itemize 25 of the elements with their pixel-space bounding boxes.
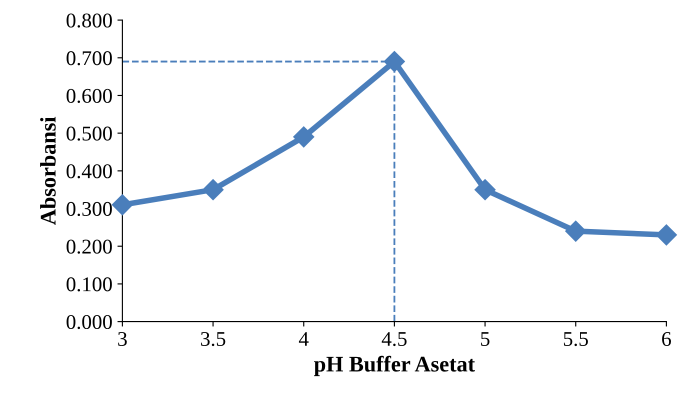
x-tick-label: 3.5	[201, 332, 226, 346]
y-tick-label: 0.600	[66, 88, 112, 103]
x-tick-label: 3	[118, 332, 127, 346]
y-tick-label: 0.300	[66, 202, 112, 216]
y-tick-label: 0.400	[66, 164, 112, 178]
point	[565, 220, 586, 242]
point	[656, 224, 677, 246]
y-tick-label: 0.800	[66, 13, 112, 28]
point	[112, 194, 133, 216]
point	[293, 126, 314, 148]
x-tick-label: 5	[481, 332, 490, 346]
point	[384, 51, 405, 72]
x-tick-label: 6	[662, 332, 671, 346]
y-tick-label: 0.100	[66, 277, 112, 292]
y-tick-label: 0.000	[66, 314, 112, 330]
y-tick-label: 0.700	[66, 51, 112, 66]
point	[202, 179, 224, 200]
y-tick-label: 0.500	[66, 126, 112, 141]
x-tick-label: 4.5	[382, 332, 407, 346]
point	[474, 179, 496, 200]
x-tick-label: 4	[298, 332, 309, 346]
y-tick-label: 0.200	[66, 240, 112, 254]
x-tick-label: 5.5	[564, 332, 588, 346]
y-axis-title: Absorbansi	[40, 116, 56, 225]
x-axis-title: pH Buffer Asetat	[314, 356, 475, 376]
